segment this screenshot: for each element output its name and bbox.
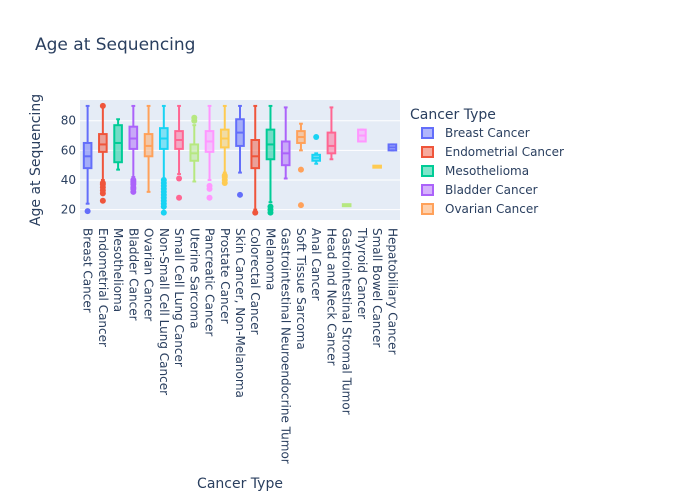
legend-item: Endometrial Cancer	[421, 145, 564, 159]
box-ovarian-cancer	[143, 104, 154, 193]
x-tick-label: Melanoma	[263, 228, 277, 290]
box-bladder-cancer	[128, 104, 139, 195]
box-soft-tissue-sarcoma	[296, 122, 306, 209]
x-tick-label: Mesothelioma	[111, 228, 125, 312]
x-tick-label: Breast Cancer	[81, 228, 95, 313]
x-tick-label: Gastrointestinal Stromal Tumor	[340, 228, 354, 415]
x-tick-labels: Breast Cancer Endometrial Cancer Mesotheli…	[81, 227, 400, 464]
x-tick-label: Skin Cancer, Non-Melanoma	[233, 228, 247, 398]
outlier-point	[176, 175, 183, 182]
outlier-point	[99, 102, 106, 109]
outlier-point	[267, 203, 274, 210]
x-tick-label: Uterine Sarcoma	[187, 228, 201, 329]
x-axis-title: Cancer Type	[197, 476, 283, 492]
box-head-and-neck-cancer	[326, 106, 337, 161]
outlier-point	[99, 197, 106, 204]
x-tick-label: Pancreatic Cancer	[203, 228, 217, 336]
chart-title: Age at Sequencing	[35, 35, 195, 55]
legend: Cancer Type Breast Cancer Endometrial Can…	[410, 107, 564, 216]
box-endometrial-cancer	[98, 102, 108, 204]
legend-label: Bladder Cancer	[445, 183, 538, 197]
outlier-point	[237, 191, 243, 198]
legend-label: Mesothelioma	[445, 164, 529, 178]
legend-label: Breast Cancer	[445, 126, 530, 140]
box-colorectal-cancer	[250, 104, 261, 216]
box-iqr	[250, 139, 261, 170]
legend-swatch	[421, 184, 434, 196]
x-tick-label: Small Cell Lung Cancer	[172, 228, 186, 367]
x-tick-label: Gastrointestinal Neuroendocrine Tumor	[279, 228, 293, 464]
box-thyroid-cancer	[357, 128, 367, 143]
legend-item: Mesothelioma	[421, 164, 529, 178]
x-tick-label: Small Bowel Cancer	[370, 228, 384, 347]
box-prostate-cancer	[219, 104, 230, 186]
outlier-point	[297, 166, 304, 173]
outlier-point	[130, 177, 137, 183]
outlier-point	[252, 209, 259, 216]
y-tick-label: 60	[61, 143, 76, 157]
legend-label: Ovarian Cancer	[445, 202, 538, 216]
legend-items: Breast Cancer Endometrial Cancer Mesotheli…	[421, 126, 564, 216]
x-tick-label: Endometrial Cancer	[96, 228, 110, 347]
x-tick-label: Soft Tissue Sarcoma	[294, 228, 308, 350]
outlier-point	[84, 208, 91, 215]
x-tick-label: Head and Neck Cancer	[324, 228, 338, 366]
y-tick-label: 80	[61, 114, 76, 128]
box-skin-cancer-non-melanoma	[235, 104, 245, 198]
box-hepatobiliary-cancer	[387, 143, 398, 152]
legend-swatch	[421, 146, 434, 158]
y-axis-title: Age at Sequencing	[28, 94, 44, 226]
outlier-point	[176, 194, 183, 201]
outlier-point	[160, 209, 167, 216]
box-mesothelioma	[113, 118, 123, 171]
legend-swatch	[421, 127, 434, 139]
legend-item: Breast Cancer	[421, 126, 530, 140]
x-tick-label: Bladder Cancer	[126, 228, 140, 321]
outlier-point	[313, 134, 320, 141]
box-layer	[82, 102, 398, 216]
box-breast-cancer	[82, 104, 93, 215]
outlier-point	[206, 182, 213, 189]
y-tick-labels: 20 40 60 80	[61, 114, 76, 217]
box-small-bowel-cancer	[372, 164, 382, 169]
box-melanoma	[265, 104, 276, 216]
legend-swatch	[421, 165, 434, 177]
outlier-point	[297, 202, 304, 209]
legend-item: Bladder Cancer	[421, 183, 538, 197]
box-iqr	[326, 131, 337, 155]
box-pancreatic-cancer	[204, 104, 215, 201]
x-tick-label: Anal Cancer	[309, 228, 323, 301]
x-tick-label: Non-Small Cell Lung Cancer	[157, 228, 171, 395]
box-gastrointestinal-stromal-tumor	[341, 203, 352, 208]
x-tick-label: Colorectal Cancer	[248, 228, 262, 335]
box-anal-cancer	[311, 134, 321, 165]
box-uterine-sarcoma	[189, 114, 200, 183]
box-iqr	[98, 133, 108, 153]
legend-label: Endometrial Cancer	[445, 145, 564, 159]
legend-item: Ovarian Cancer	[421, 202, 538, 216]
legend-title: Cancer Type	[410, 107, 496, 123]
outlier-point	[99, 179, 106, 186]
y-tick-label: 20	[61, 203, 76, 217]
outlier-point	[191, 114, 198, 121]
outlier-point	[221, 172, 228, 179]
legend-swatch	[421, 203, 434, 215]
outlier-point	[206, 194, 213, 201]
x-tick-label: Hepatobiliary Cancer	[385, 228, 399, 355]
box-non-small-cell-lung-cancer	[159, 104, 169, 216]
x-tick-label: Ovarian Cancer	[142, 228, 156, 321]
x-tick-label: Thyroid Cancer	[355, 227, 369, 319]
box-small-cell-lung-cancer	[174, 104, 184, 201]
x-tick-label: Prostate Cancer	[218, 228, 232, 324]
outlier-point	[160, 177, 167, 183]
box-gastrointestinal-neuroendocrine-tumor	[280, 106, 291, 180]
y-tick-label: 40	[61, 173, 76, 187]
